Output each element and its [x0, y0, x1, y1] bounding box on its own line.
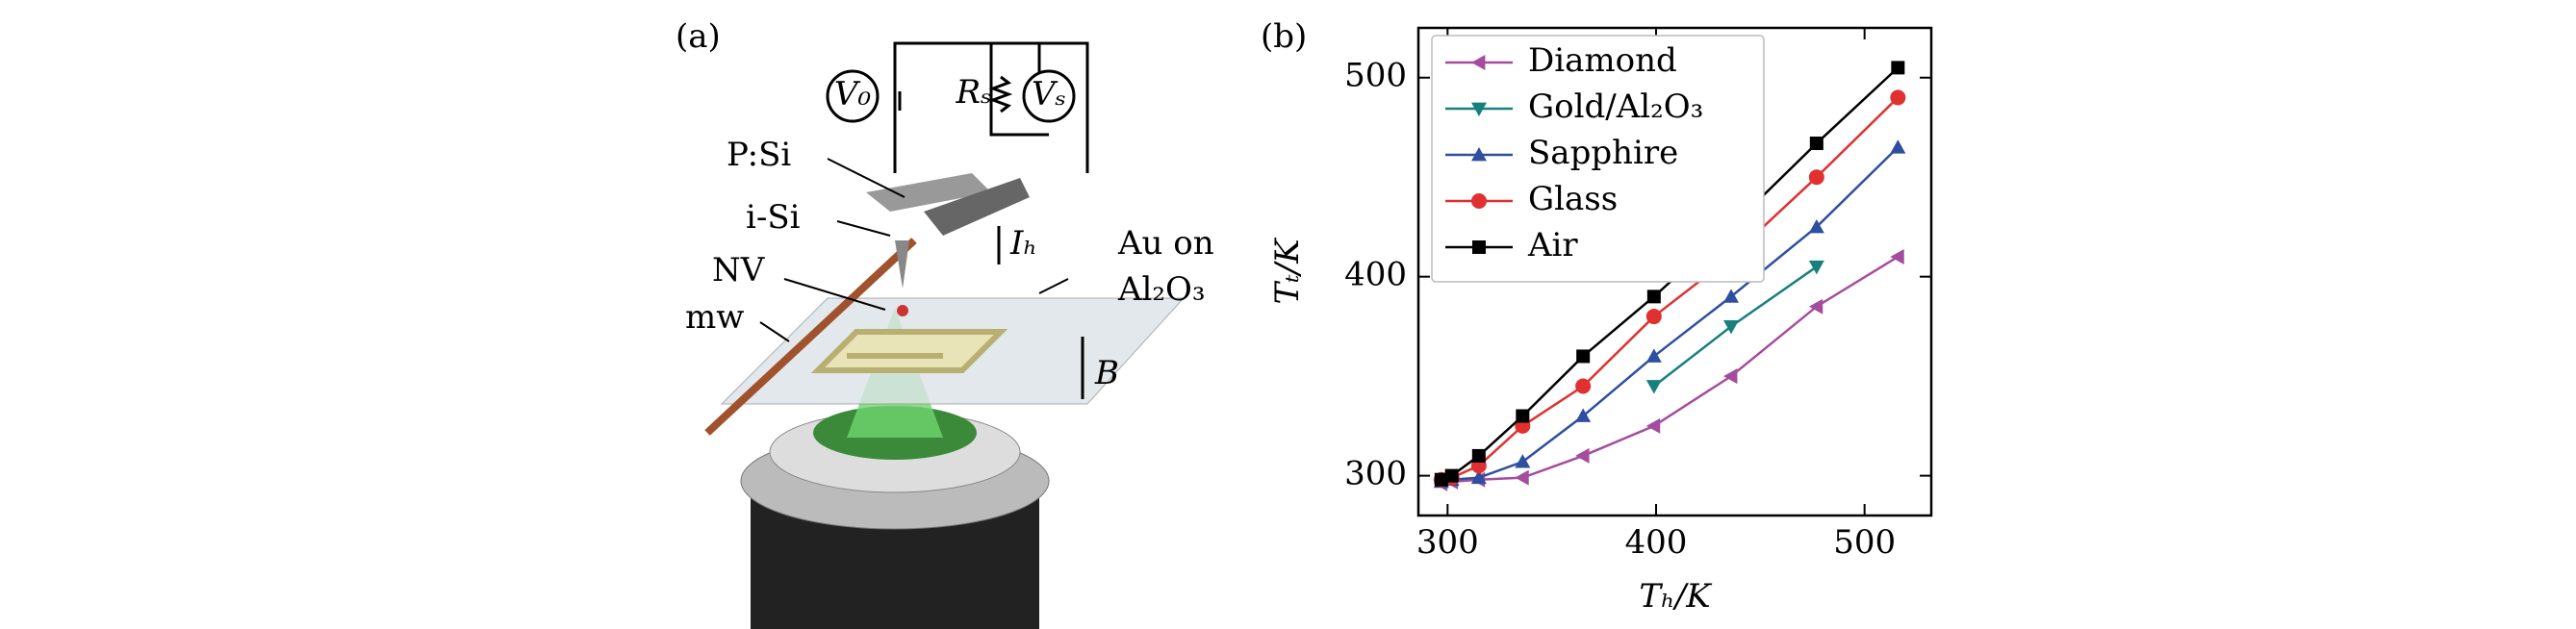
legend-label: Gold/Al₂O₃ [1528, 88, 1703, 126]
gold-pattern [810, 329, 1008, 373]
marker [1470, 469, 1487, 485]
plot-frame [1416, 26, 1933, 517]
illustration-label: Au on [1117, 224, 1214, 263]
legend-marker [1472, 240, 1486, 254]
marker [1808, 169, 1824, 186]
resistor [988, 75, 1013, 113]
marker [1723, 320, 1739, 335]
marker [1646, 289, 1661, 304]
marker [1434, 472, 1448, 487]
illustration-label: NV [712, 251, 766, 289]
legend-marker [1471, 147, 1487, 162]
legend-label: Glass [1528, 180, 1618, 218]
marker [1723, 368, 1738, 385]
marker [1723, 289, 1739, 303]
illustration-label: i-Si [746, 198, 801, 237]
y-tick-label: 400 [1344, 256, 1407, 294]
cantilever-arm [866, 173, 991, 212]
marker [1890, 89, 1906, 106]
legend-marker [1471, 102, 1487, 116]
marker [1808, 298, 1824, 314]
x-axis-label: Tₕ/K [1639, 577, 1713, 616]
legend-box [1431, 35, 1765, 283]
legend-marker [1471, 193, 1487, 209]
illustration-label: B [1094, 354, 1119, 392]
marker [1575, 378, 1592, 394]
marker [1645, 309, 1662, 325]
y-axis-label: Tₜ/K [1268, 237, 1307, 305]
marker [1890, 139, 1906, 154]
illustration-label: Vₛ [1032, 75, 1066, 113]
panel-label: (a) [676, 17, 721, 56]
marker [1516, 409, 1530, 423]
microwave-wire [704, 238, 917, 436]
voltmeter-vs [1022, 69, 1076, 123]
illustration-label: Rₛ [955, 73, 991, 112]
marker [1515, 454, 1531, 468]
leader-lines [759, 158, 1069, 342]
legend-label: Sapphire [1528, 134, 1678, 172]
illustration-label: V₀ [834, 75, 872, 113]
marker [1809, 137, 1824, 151]
marker [1575, 447, 1590, 464]
marker [1645, 417, 1661, 434]
circuit-wires [893, 41, 1089, 173]
illustration [704, 41, 1186, 629]
legend-label: Air [1527, 226, 1578, 264]
illustration-label: P:Si [727, 136, 791, 174]
illustration-label: Al₂O₃ [1117, 270, 1206, 309]
cantilever-arm [924, 178, 1030, 236]
marker [1808, 260, 1824, 275]
marker [1891, 61, 1905, 75]
x-tick-label: 500 [1833, 523, 1896, 562]
legend-marker [1471, 55, 1486, 70]
nv-center [897, 305, 908, 316]
marker [1471, 448, 1486, 463]
x-tick-label: 300 [1416, 523, 1479, 562]
marker [1645, 348, 1662, 363]
marker [1444, 468, 1459, 483]
illustration-label: mw [685, 298, 744, 337]
marker [1890, 248, 1904, 264]
marker [1808, 218, 1824, 234]
marker [1515, 469, 1529, 486]
tip [895, 240, 909, 289]
panel-label: (b) [1261, 17, 1307, 56]
series-line [1441, 255, 1899, 486]
x-tick-label: 400 [1625, 523, 1688, 562]
y-tick-label: 500 [1344, 57, 1407, 95]
y-tick-label: 300 [1344, 455, 1407, 493]
marker [1576, 349, 1591, 364]
voltmeter-v0 [826, 69, 880, 123]
legend-label: Diamond [1528, 41, 1677, 80]
marker [1645, 380, 1662, 394]
illustration-label: Iₕ [1009, 224, 1037, 263]
marker [1575, 408, 1592, 422]
